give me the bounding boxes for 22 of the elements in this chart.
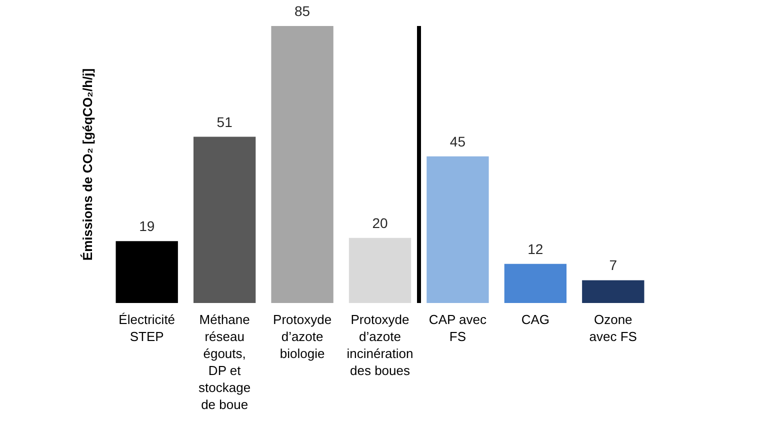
data-label: 85 [294, 3, 310, 19]
data-label: 51 [216, 114, 233, 130]
bar [116, 241, 178, 303]
x-tick-label: Ozone avec FS [589, 312, 638, 344]
y-axis-title: Émissions de CO₂ [géqCO₂/h/j] [80, 68, 95, 261]
x-tick-label: Méthane réseau égouts, DP et stockage de boue [198, 312, 251, 412]
x-tick-label: Protoxyde d’azote biologie [273, 312, 332, 361]
data-label: 19 [139, 218, 155, 234]
data-label: 20 [372, 214, 388, 231]
bar [426, 156, 489, 303]
data-label: 12 [528, 240, 544, 257]
x-tick-label: CAP avec FS [428, 312, 487, 344]
data-label: 7 [609, 257, 618, 274]
bar [193, 136, 256, 303]
data-label: 45 [450, 133, 466, 150]
bar [271, 26, 334, 303]
x-tick-label: Protoxyde d’azote incinération des boues [346, 312, 414, 378]
bar [504, 264, 567, 303]
bar [348, 238, 412, 303]
x-tick-label: CAG [521, 312, 550, 327]
bar [582, 280, 644, 303]
x-tick-label: Électricité STEP [118, 312, 176, 344]
